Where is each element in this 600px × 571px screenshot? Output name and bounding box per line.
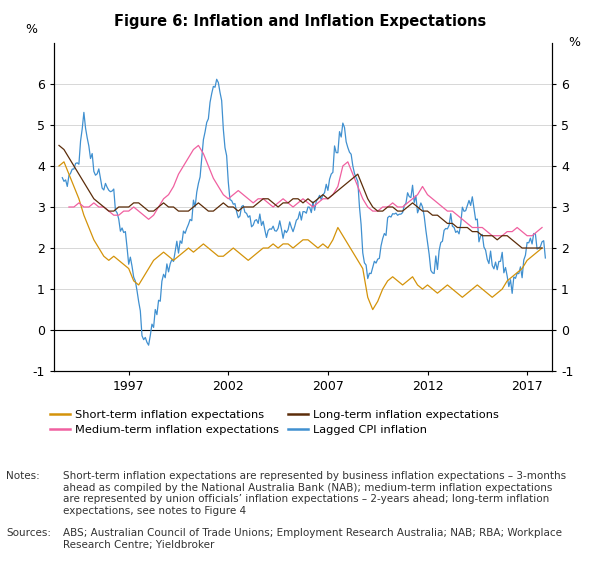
Text: ABS; Australian Council of Trade Unions; Employment Research Australia; NAB; RBA: ABS; Australian Council of Trade Unions;…	[63, 528, 562, 550]
Text: Figure 6: Inflation and Inflation Expectations: Figure 6: Inflation and Inflation Expect…	[114, 14, 486, 29]
Y-axis label: %: %	[568, 36, 580, 49]
Y-axis label: %: %	[26, 23, 38, 36]
Text: Sources:: Sources:	[6, 528, 51, 538]
Text: Notes:: Notes:	[6, 471, 40, 481]
Text: Short-term inflation expectations are represented by business inflation expectat: Short-term inflation expectations are re…	[63, 471, 566, 516]
Legend: Short-term inflation expectations, Medium-term inflation expectations, Long-term: Short-term inflation expectations, Mediu…	[50, 409, 499, 435]
